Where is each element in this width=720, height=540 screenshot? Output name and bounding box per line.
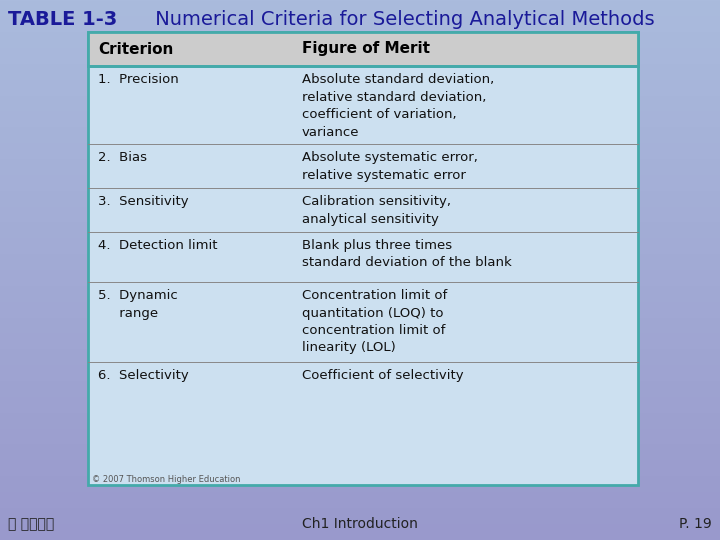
Text: P. 19: P. 19: [679, 517, 712, 531]
Text: Figure of Merit: Figure of Merit: [302, 42, 430, 57]
Text: © 2007 Thomson Higher Education: © 2007 Thomson Higher Education: [92, 475, 240, 484]
Text: TABLE 1-3: TABLE 1-3: [8, 10, 117, 29]
Text: ⓘ 歐亞書局: ⓘ 歐亞書局: [8, 517, 54, 531]
Text: 3.  Sensitivity: 3. Sensitivity: [98, 195, 189, 208]
Text: Blank plus three times
standard deviation of the blank: Blank plus three times standard deviatio…: [302, 239, 511, 269]
Bar: [88, 32, 638, 66]
Text: 5.  Dynamic
     range: 5. Dynamic range: [98, 289, 178, 320]
Bar: [88, 32, 638, 485]
Text: 1.  Precision: 1. Precision: [98, 73, 179, 86]
Text: 2.  Bias: 2. Bias: [98, 151, 147, 164]
Text: Absolute systematic error,
relative systematic error: Absolute systematic error, relative syst…: [302, 151, 477, 181]
Text: Absolute standard deviation,
relative standard deviation,
coefficient of variati: Absolute standard deviation, relative st…: [302, 73, 494, 138]
Text: Numerical Criteria for Selecting Analytical Methods: Numerical Criteria for Selecting Analyti…: [149, 10, 654, 29]
Text: Concentration limit of
quantitation (LOQ) to
concentration limit of
linearity (L: Concentration limit of quantitation (LOQ…: [302, 289, 446, 354]
Text: 6.  Selectivity: 6. Selectivity: [98, 369, 189, 382]
Text: Ch1 Introduction: Ch1 Introduction: [302, 517, 418, 531]
Text: Calibration sensitivity,
analytical sensitivity: Calibration sensitivity, analytical sens…: [302, 195, 451, 226]
Text: 4.  Detection limit: 4. Detection limit: [98, 239, 217, 252]
Text: Criterion: Criterion: [98, 42, 174, 57]
Text: Coefficient of selectivity: Coefficient of selectivity: [302, 369, 463, 382]
